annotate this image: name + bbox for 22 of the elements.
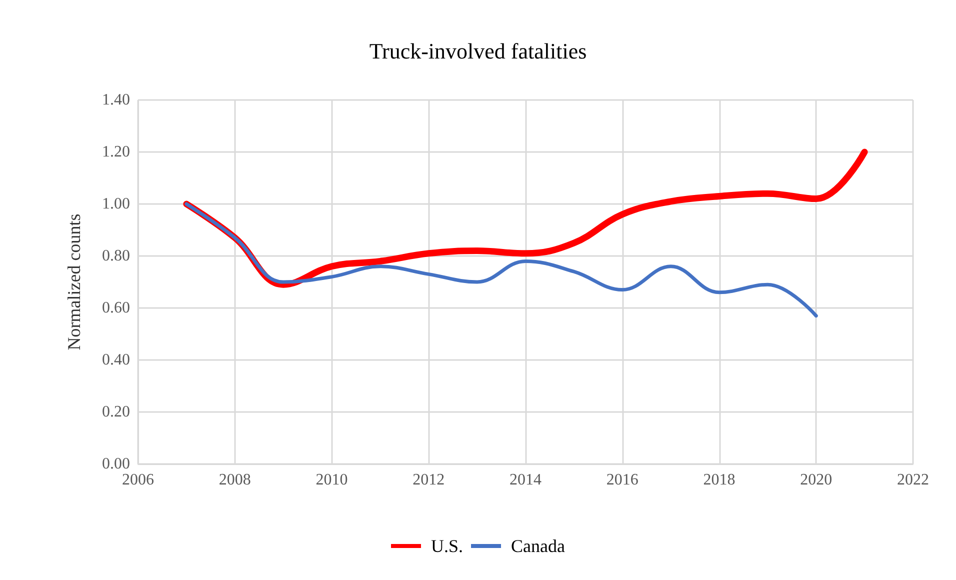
y-tick-label: 1.00 (102, 196, 130, 212)
y-tick-label: 0.00 (102, 456, 130, 472)
y-tick-label: 1.40 (102, 92, 130, 108)
x-tick-label: 2018 (703, 472, 736, 488)
line-series (184, 202, 818, 318)
chart-title: Truck-involved fatalities (369, 38, 587, 64)
x-tick-label: 2022 (897, 472, 929, 488)
x-tick-label: 2012 (412, 472, 445, 488)
x-tick-label: 2006 (122, 472, 154, 488)
x-tick-label: 2016 (606, 472, 638, 488)
x-tick-label: 2010 (316, 472, 348, 488)
y-tick-label: 0.80 (102, 248, 130, 264)
x-tick-label: 2014 (510, 472, 542, 488)
y-tick-label: 0.40 (102, 352, 130, 368)
y-tick-label: 1.20 (102, 144, 130, 160)
y-axis-title: Normalized counts (64, 214, 84, 350)
legend-label: Canada (511, 536, 565, 556)
x-tick-label: 2020 (800, 472, 832, 488)
legend-label: U.S. (431, 536, 464, 556)
x-tick-label: 2008 (218, 472, 251, 488)
y-tick-label: 0.20 (102, 404, 130, 420)
y-tick-label: 0.60 (102, 300, 130, 316)
